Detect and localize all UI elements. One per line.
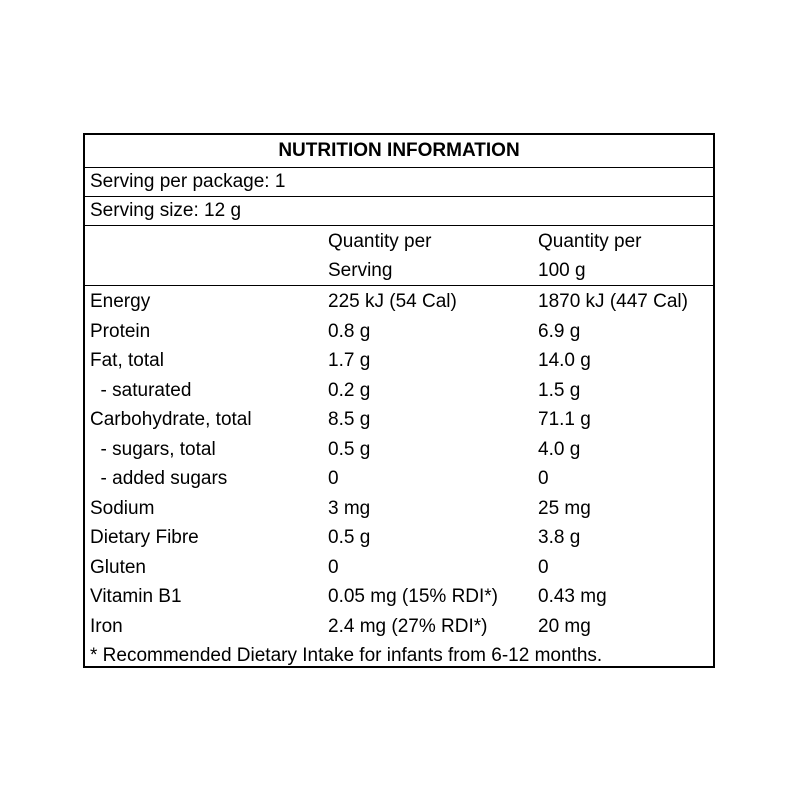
- nutrient-per-100g: 0.43 mg: [538, 586, 607, 607]
- nutrient-per-100g: 71.1 g: [538, 409, 591, 430]
- column-header-per-serving-unit: Serving: [328, 260, 393, 281]
- nutrient-per-100g: 25 mg: [538, 497, 591, 519]
- nutrient-per-serving: 0.5 g: [328, 438, 371, 460]
- nutrient-per-serving: 0.2 g: [328, 379, 371, 401]
- serving-size: Serving size: 12 g: [90, 200, 242, 221]
- column-header-per-100g: Quantity per: [538, 231, 642, 252]
- nutrient-label: Protein: [90, 320, 151, 342]
- nutrient-label: - saturated: [90, 379, 192, 401]
- serving-per-package: Serving per package: 1: [90, 171, 286, 192]
- nutrient-per-100g: 1.5 g: [538, 379, 581, 401]
- nutrient-per-serving: 0.05 mg (15% RDI*): [328, 586, 499, 607]
- nutrient-per-serving: 0: [328, 556, 339, 578]
- nutrient-per-serving: 0: [328, 468, 339, 489]
- nutrient-per-100g: 14.0 g: [538, 350, 591, 371]
- nutrient-per-serving: 0.5 g: [328, 527, 371, 548]
- nutrient-label: Vitamin B1: [90, 586, 182, 607]
- divider-table-body: [85, 285, 713, 286]
- rdi-footnote: * Recommended Dietary Intake for infants…: [90, 645, 603, 666]
- nutrient-per-serving: 2.4 mg (27% RDI*): [328, 615, 488, 637]
- nutrition-information-panel: NUTRITION INFORMATION Serving per packag…: [83, 133, 715, 668]
- nutrient-per-100g: 6.9 g: [538, 320, 581, 342]
- nutrient-per-serving: 0.8 g: [328, 320, 371, 342]
- divider-servings: [85, 196, 713, 197]
- nutrient-label: - sugars, total: [90, 438, 216, 460]
- nutrient-label: Fat, total: [90, 350, 164, 371]
- nutrient-label: Gluten: [90, 556, 146, 578]
- nutrient-label: Dietary Fibre: [90, 527, 199, 548]
- nutrient-per-100g: 1870 kJ (447 Cal): [538, 291, 688, 312]
- column-header-per-100g-unit: 100 g: [538, 260, 586, 281]
- nutrient-label: Carbohydrate, total: [90, 409, 252, 430]
- nutrient-per-serving: 8.5 g: [328, 409, 371, 430]
- nutrient-per-serving: 1.7 g: [328, 350, 371, 371]
- nutrient-per-100g: 0: [538, 556, 549, 578]
- nutrient-label: Sodium: [90, 497, 155, 519]
- nutrient-per-100g: 0: [538, 468, 549, 489]
- nutrient-per-100g: 3.8 g: [538, 527, 581, 548]
- nutrient-per-100g: 20 mg: [538, 615, 591, 637]
- nutrient-label: - added sugars: [90, 468, 228, 489]
- divider-title: [85, 167, 713, 168]
- nutrient-per-serving: 3 mg: [328, 497, 371, 519]
- divider-header: [85, 225, 713, 226]
- panel-title: NUTRITION INFORMATION: [278, 140, 520, 161]
- nutrient-per-100g: 4.0 g: [538, 438, 581, 460]
- nutrient-per-serving: 225 kJ (54 Cal): [328, 291, 457, 312]
- nutrient-label: Energy: [90, 291, 151, 312]
- column-header-per-serving: Quantity per: [328, 231, 432, 252]
- nutrient-label: Iron: [90, 615, 123, 637]
